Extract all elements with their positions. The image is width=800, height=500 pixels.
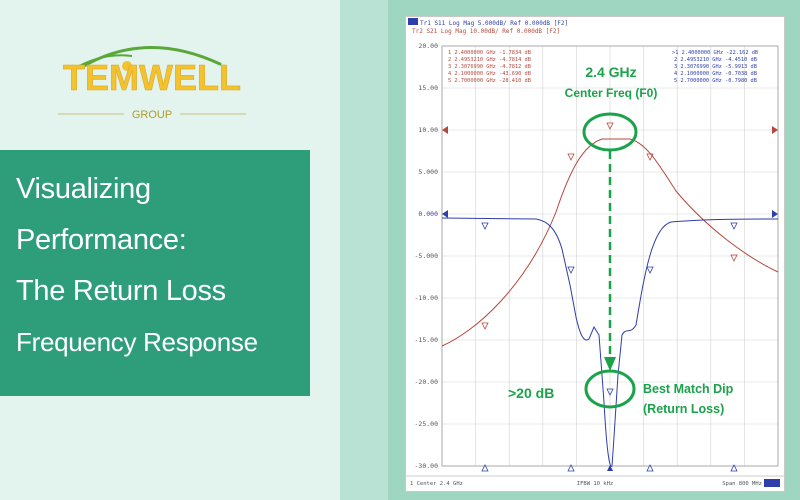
marker-1-red <box>606 122 614 130</box>
trace2-header: Tr2 S21 Log Mag 10.00dB/ Ref 0.000dB [F2… <box>412 28 560 35</box>
marker-table-row: 1 2.4000000 GHz -1.7834 dB <box>448 50 531 56</box>
bottom-marker <box>481 464 489 472</box>
marker-table-row: 3 2.3076990 GHz -5.9913 dB <box>674 64 757 70</box>
bottom-marker <box>730 464 738 472</box>
highlight-circle-peak <box>582 112 638 152</box>
s11-trace <box>441 217 779 467</box>
y-tick-label: -10.00 <box>415 294 439 302</box>
logo-group-text: GROUP <box>132 109 172 121</box>
highlight-circle-dip <box>584 369 636 409</box>
y-tick-label: 0.000 <box>418 210 438 218</box>
marker-table-row: 2 2.4953210 GHz -4.7814 dB <box>448 57 531 63</box>
marker-2-red <box>646 153 654 161</box>
footer-center: 1 Center 2.4 GHz <box>410 481 463 487</box>
banner-line-3: The Return Loss <box>16 275 226 307</box>
title-banner: Visualizing Performance: The Return Loss… <box>0 150 310 396</box>
marker-table-row: >1 2.4000000 GHz -22.162 dB <box>672 50 758 56</box>
marker-table-row: 5 2.7000000 GHz -0.7980 dB <box>674 78 757 84</box>
s21-trace <box>441 138 779 347</box>
marker-table-row: 5 2.7000000 GHz -28.410 dB <box>448 78 531 84</box>
annotation-frequency: 2.4 GHz <box>585 64 636 80</box>
marker-table-row: 4 2.1000000 GHz -0.7038 dB <box>674 71 757 77</box>
y-tick-label: 5.000 <box>418 168 438 176</box>
marker-table-row: 3 2.3076990 GHz -4.7812 dB <box>448 64 531 70</box>
marker-3-red <box>567 153 575 161</box>
marker-5-blue <box>730 222 738 230</box>
y-tick-label: -20.00 <box>415 378 439 386</box>
trace1-header: Tr1 S11 Log Mag 5.000dB/ Ref 0.000dB [F2… <box>420 20 568 27</box>
marker-5-red <box>730 254 738 262</box>
y-tick-label: 20.00 <box>418 42 438 50</box>
logo-wordmark: TEMWELL <box>63 57 241 98</box>
ref-marker-right-blue <box>772 210 778 218</box>
bottom-marker <box>646 464 654 472</box>
footer-ifbw: IFBW 10 kHz <box>577 481 613 487</box>
y-tick-label: 15.00 <box>418 84 438 92</box>
marker-4-red <box>481 322 489 330</box>
annotation-return-loss: (Return Loss) <box>643 402 724 416</box>
marker-2-blue <box>646 266 654 274</box>
y-tick-label: -25.00 <box>415 420 439 428</box>
divider-stripe <box>340 0 388 500</box>
ref-marker-left-blue <box>442 210 448 218</box>
footer-status-box <box>764 479 780 487</box>
footer-span: Span 800 MHz <box>722 481 762 487</box>
y-tick-label: -30.00 <box>415 462 439 470</box>
marker-4-blue <box>481 222 489 230</box>
banner-line-1: Visualizing <box>16 173 151 205</box>
banner-line-4: Frequency Response <box>16 327 258 357</box>
y-tick-label: 10.00 <box>418 126 438 134</box>
bottom-marker <box>567 464 575 472</box>
temwell-logo: TEMWELL GROUP <box>58 46 246 121</box>
y-tick-label: -5.000 <box>415 252 439 260</box>
y-tick-label: -15.00 <box>415 336 439 344</box>
network-analyzer-screen: Tr1 S11 Log Mag 5.000dB/ Ref 0.000dB [F2… <box>405 16 785 492</box>
marker-1-blue <box>606 388 614 396</box>
marker-3-blue <box>567 266 575 274</box>
annotation-db-level: >20 dB <box>508 385 554 401</box>
annotation-best-match: Best Match Dip <box>643 382 734 396</box>
arrow-head <box>604 357 616 371</box>
banner-line-2: Performance: <box>16 224 187 256</box>
annotation-center-freq: Center Freq (F0) <box>565 86 658 100</box>
bottom-marker-active <box>607 465 613 471</box>
marker-table-row: 2 2.4953210 GHz -4.4510 dB <box>674 57 757 63</box>
ref-marker-right-red <box>772 126 778 134</box>
ref-marker-left-red <box>442 126 448 134</box>
marker-table-row: 4 2.1000000 GHz -43.690 dB <box>448 71 531 77</box>
